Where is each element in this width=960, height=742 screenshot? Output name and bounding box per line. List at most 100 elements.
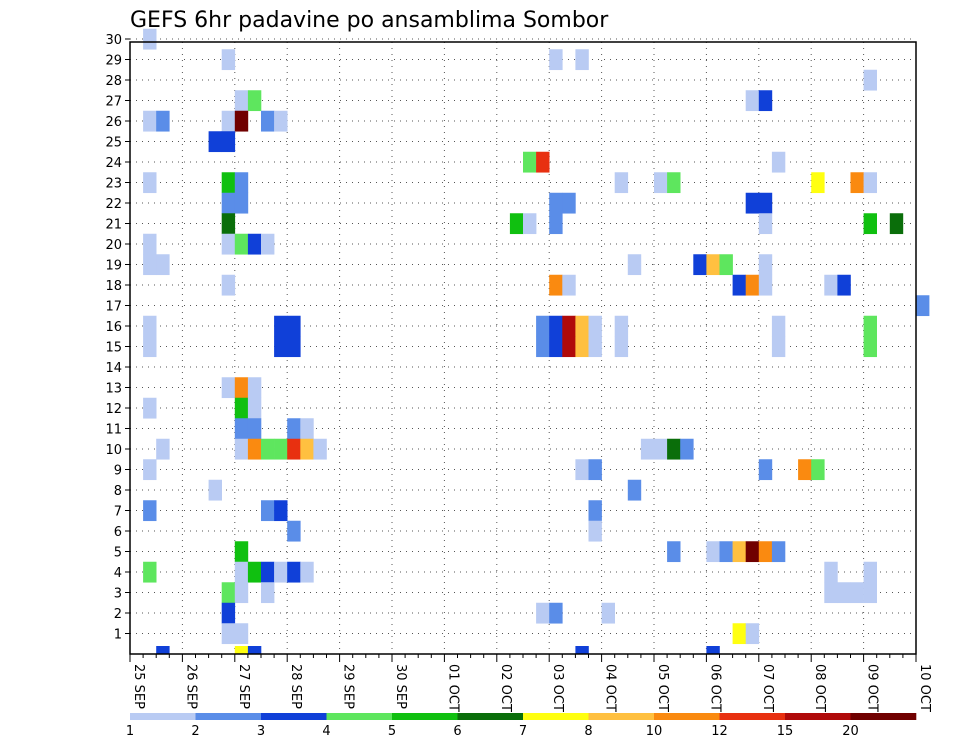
colorbar-label: 10	[646, 724, 663, 739]
heatmap-cell	[234, 233, 249, 255]
heatmap-cell	[234, 438, 249, 460]
heatmap-cell	[667, 438, 681, 460]
heatmap-cell	[863, 172, 877, 194]
heatmap-cell	[234, 377, 249, 399]
y-tick-label: 13	[105, 382, 122, 397]
heatmap-cell	[693, 254, 707, 276]
y-tick-label: 5	[114, 546, 122, 561]
heatmap-cell	[732, 541, 746, 563]
heatmap-cell	[771, 336, 786, 358]
heatmap-cell	[261, 561, 275, 583]
heatmap-cell	[575, 336, 589, 358]
heatmap-cell	[156, 438, 170, 460]
heatmap-cell	[863, 582, 877, 604]
heatmap-cell	[640, 438, 655, 460]
heatmap-cell	[247, 646, 262, 655]
heatmap-cell	[850, 582, 864, 604]
colorbar-label: 7	[519, 724, 527, 739]
y-tick-label: 15	[105, 341, 122, 356]
y-tick-label: 3	[114, 587, 122, 602]
x-tick-label: 29 SEP	[341, 664, 356, 709]
heatmap-cell	[300, 561, 314, 583]
colorbar-swatch	[588, 713, 655, 720]
colorbar-label: 12	[711, 724, 728, 739]
heatmap-cell	[234, 110, 249, 132]
colorbar-swatch	[130, 713, 196, 720]
y-tick-label: 9	[114, 464, 122, 479]
colorbar-label: 1	[126, 724, 134, 739]
heatmap-cell	[509, 213, 524, 235]
colorbar-swatch	[195, 713, 262, 720]
heatmap-cell	[234, 397, 249, 419]
y-tick-label: 23	[105, 177, 122, 192]
heatmap-cell	[143, 459, 157, 481]
heatmap-cell	[221, 49, 236, 71]
heatmap-cell	[300, 438, 314, 460]
heatmap-cell	[654, 172, 668, 194]
heatmap-cell	[824, 561, 838, 583]
heatmap-cell	[221, 582, 236, 604]
heatmap-cell	[221, 213, 236, 235]
x-tick-label: 27 SEP	[236, 664, 251, 709]
x-axis: 25 SEP 26 SEP 27 SEP 28 SEP 29 SEP 30 SEP 01 O…	[129, 654, 932, 712]
colorbar-swatch	[654, 713, 720, 720]
heatmap-cell	[208, 131, 222, 153]
y-tick-label: 26	[105, 115, 122, 130]
heatmap-cell	[588, 315, 602, 337]
heatmap-cell	[156, 110, 170, 132]
x-tick-label: 25 SEP	[131, 664, 146, 709]
y-tick-label: 16	[105, 320, 122, 335]
y-tick-label: 2	[114, 607, 122, 622]
x-tick-label: 02 OCT	[498, 664, 513, 712]
y-tick-label: 19	[105, 259, 122, 274]
heatmap-cell	[536, 602, 550, 624]
y-tick-label: 29	[105, 54, 122, 69]
y-axis: 1234567891011121314151617181920212223242…	[105, 33, 130, 643]
heatmap-cell	[156, 254, 170, 276]
heatmap-cell	[143, 233, 157, 255]
y-tick-label: 24	[105, 156, 122, 171]
heatmap-cell	[575, 459, 589, 481]
y-tick-label: 25	[105, 136, 122, 151]
heatmap-cell	[234, 541, 249, 563]
heatmap-cell	[313, 438, 327, 460]
heatmap-cell	[143, 254, 157, 276]
heatmap-cell	[549, 315, 563, 337]
heatmap-cell	[758, 192, 773, 214]
heatmap-cell	[614, 315, 629, 337]
colorbar-label: 3	[257, 724, 265, 739]
heatmap-cell	[758, 541, 773, 563]
heatmap-cell	[824, 274, 838, 296]
heatmap-cell	[850, 172, 864, 194]
heatmap-cell	[143, 500, 157, 522]
heatmap-cell	[614, 336, 629, 358]
heatmap-cell	[221, 274, 236, 296]
y-tick-label: 30	[105, 33, 122, 48]
chart-title: GEFS 6hr padavine po ansamblima Sombor	[130, 8, 609, 33]
heatmap-cell	[536, 336, 550, 358]
heatmap-cell	[863, 69, 877, 91]
heatmap-cell	[549, 49, 563, 71]
heatmap-cell	[234, 90, 249, 112]
heatmap-cell	[549, 336, 563, 358]
heatmap-cell	[221, 377, 236, 399]
heatmap-cell	[863, 213, 877, 235]
colorbar-swatch	[261, 713, 327, 720]
heatmap-cell	[287, 315, 301, 337]
colorbar-swatch	[457, 713, 524, 720]
heatmap-cell	[758, 213, 773, 235]
heatmap-cell	[732, 623, 746, 645]
heatmap-cell	[588, 459, 602, 481]
heatmap-cell	[536, 315, 550, 337]
x-tick-label: 10 OCT	[917, 664, 932, 712]
heatmap-cell	[247, 233, 262, 255]
heatmap-cell	[627, 254, 642, 276]
colorbar-label: 2	[191, 724, 199, 739]
heatmap-cell	[667, 541, 681, 563]
heatmap-cell	[549, 602, 563, 624]
heatmap-cell	[261, 110, 275, 132]
heatmap-cell	[247, 561, 262, 583]
heatmap-cell	[274, 500, 288, 522]
heatmap-cell	[156, 646, 170, 655]
